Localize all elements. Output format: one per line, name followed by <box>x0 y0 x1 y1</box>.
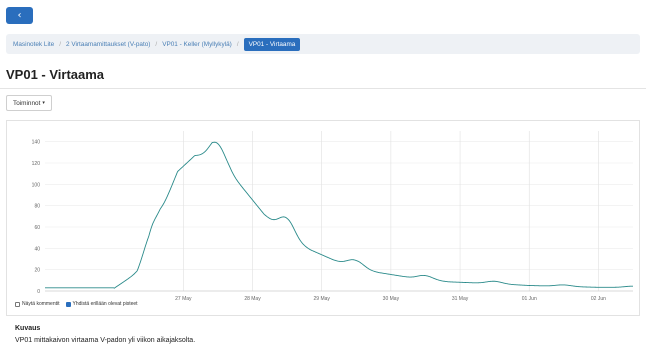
x-tick-label: 30 May <box>383 296 400 302</box>
x-tick-label: 02 Jun <box>591 296 606 302</box>
page-title: VP01 - Virtaama <box>6 67 105 82</box>
breadcrumb: Masinotek Lite / 2 Virtaamamittaukset (V… <box>6 34 640 54</box>
breadcrumb-item-home[interactable]: Masinotek Lite <box>13 40 55 48</box>
description-heading: Kuvaus <box>15 325 41 332</box>
back-button[interactable]: ‹ <box>6 7 33 24</box>
header-divider <box>0 88 646 89</box>
breadcrumb-item-group[interactable]: 2 Virtaamamittaukset (V-pato) <box>66 40 151 48</box>
actions-label: Toiminnot <box>13 99 41 107</box>
connect-points-checkbox[interactable] <box>65 301 71 307</box>
chevron-left-icon: ‹ <box>17 10 22 21</box>
chart-options: Näytä kommentit Yhdistä erillään olevat … <box>15 301 144 307</box>
y-tick-label: 0 <box>37 289 40 295</box>
breadcrumb-item-station[interactable]: VP01 - Keller (Myllykylä) <box>162 40 232 48</box>
breadcrumb-item-current: VP01 - Virtaama <box>243 37 301 51</box>
x-tick-label: 29 May <box>314 296 331 302</box>
actions-dropdown-button[interactable]: Toiminnot ▾ <box>6 95 52 111</box>
y-tick-label: 20 <box>34 268 40 274</box>
x-tick-label: 28 May <box>244 296 261 302</box>
y-tick-label: 100 <box>32 182 41 188</box>
description-text: VP01 mittakaivon virtaama V-padon yli vi… <box>15 337 196 344</box>
y-tick-label: 120 <box>32 161 41 167</box>
y-tick-label: 80 <box>34 204 40 210</box>
y-tick-label: 140 <box>32 140 41 146</box>
y-tick-label: 40 <box>34 246 40 252</box>
x-tick-label: 01 Jun <box>522 296 537 302</box>
x-tick-label: 31 May <box>452 296 469 302</box>
connect-points-label: Yhdistä erillään olevat pisteet <box>72 301 138 307</box>
breadcrumb-separator: / <box>59 40 61 48</box>
chart-panel: 0 20 40 60 80 100 120 140 27 May 28 May 29 May 30 M… <box>6 120 640 316</box>
breadcrumb-separator: / <box>236 40 239 48</box>
x-tick-label: 27 May <box>175 296 192 302</box>
breadcrumb-separator: / <box>155 40 158 48</box>
series-line <box>45 141 633 289</box>
caret-down-icon: ▾ <box>42 100 45 106</box>
show-comments-label: Näytä kommentit <box>22 301 60 307</box>
y-tick-label: 60 <box>34 225 40 231</box>
show-comments-checkbox[interactable] <box>15 301 20 307</box>
flow-chart: 0 20 40 60 80 100 120 140 27 May 28 May 29 May 30 M… <box>32 131 633 302</box>
